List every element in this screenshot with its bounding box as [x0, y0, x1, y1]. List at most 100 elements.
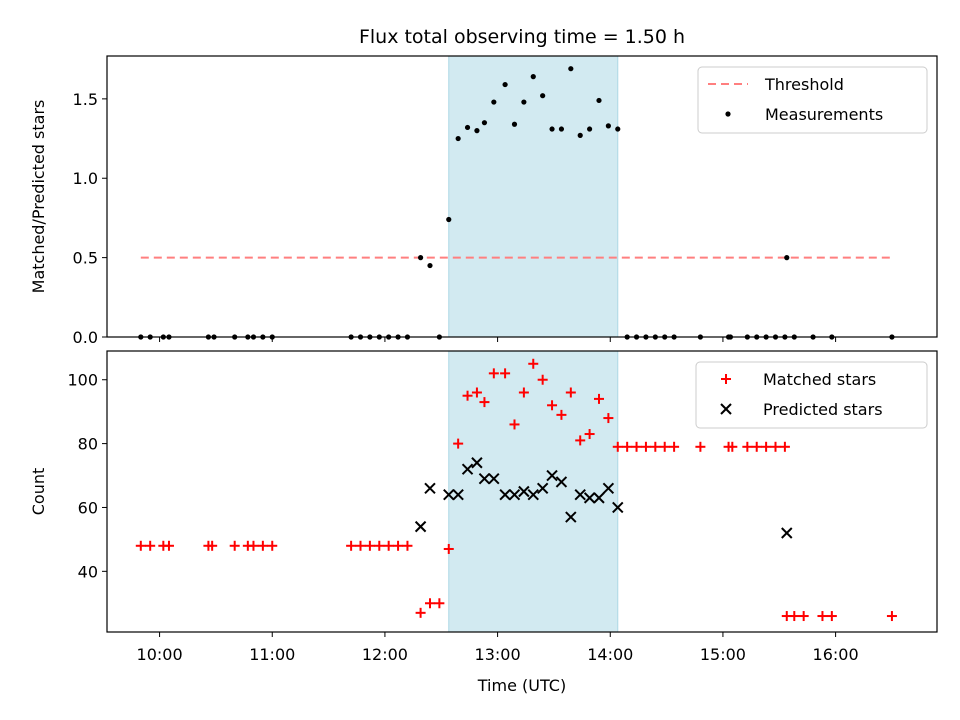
data-point — [789, 611, 800, 622]
x-tick-label: 12:00 — [362, 645, 408, 664]
data-point — [452, 488, 464, 501]
data-point — [826, 611, 837, 622]
data-point — [669, 441, 680, 452]
data-point — [798, 611, 809, 622]
data-point — [257, 540, 268, 551]
data-point-b — [781, 527, 793, 539]
data-point — [612, 441, 623, 452]
data-point — [565, 511, 577, 523]
x-tick-label: 16:00 — [813, 645, 859, 664]
data-point — [593, 393, 604, 404]
data-point — [603, 413, 614, 424]
data-point-b — [565, 511, 577, 523]
data-point — [587, 126, 593, 132]
data-point — [424, 598, 435, 609]
y-tick-label: 40 — [78, 562, 98, 581]
y-tick-label: 60 — [78, 498, 98, 517]
legend-swatch — [721, 374, 731, 384]
data-point — [577, 132, 583, 138]
data-point — [546, 469, 558, 482]
x-tick-label: 11:00 — [249, 645, 295, 664]
data-point — [574, 488, 586, 501]
data-point-b — [612, 501, 624, 514]
data-point — [462, 390, 473, 401]
data-point — [464, 124, 471, 131]
data-point — [584, 429, 595, 440]
data-point-b — [424, 482, 436, 495]
data-point — [267, 540, 278, 551]
data-point — [761, 441, 772, 452]
data-point — [402, 540, 413, 551]
data-point — [511, 121, 518, 127]
data-point — [521, 99, 527, 105]
data-point — [537, 374, 548, 385]
data-point-b — [518, 485, 530, 498]
series-matched-stars — [135, 358, 897, 622]
data-point — [549, 126, 555, 132]
data-point — [471, 387, 482, 398]
legend-label: Matched stars — [763, 370, 876, 389]
data-point — [502, 81, 508, 88]
data-point — [453, 438, 464, 449]
plot-frame — [106, 55, 938, 338]
data-point — [248, 540, 259, 551]
data-point — [547, 400, 558, 411]
data-point — [374, 540, 385, 551]
data-point — [558, 126, 565, 132]
data-point — [500, 368, 511, 379]
data-point — [742, 441, 753, 452]
data-point — [145, 540, 156, 551]
data-point — [434, 598, 445, 609]
data-point — [478, 473, 491, 485]
data-point — [779, 441, 790, 452]
y-tick-label: 80 — [78, 435, 98, 454]
data-point — [474, 128, 480, 134]
data-point — [556, 409, 567, 420]
data-point — [640, 441, 651, 452]
plot-frame — [106, 350, 938, 633]
legend-box — [695, 361, 928, 429]
data-point — [536, 482, 549, 495]
data-point-b — [471, 457, 483, 469]
data-point — [355, 540, 366, 551]
data-point — [346, 540, 357, 551]
data-point — [518, 485, 530, 498]
data-point — [596, 97, 602, 104]
y-tick-label: 100 — [67, 371, 98, 390]
data-point — [424, 482, 436, 495]
data-point — [414, 520, 427, 533]
data-point — [163, 540, 174, 551]
data-point — [565, 387, 576, 398]
data-point — [727, 441, 738, 452]
data-point — [695, 441, 706, 452]
x-tick-label: 13:00 — [475, 645, 521, 664]
data-point — [508, 488, 521, 501]
data-point — [509, 419, 520, 430]
data-point — [443, 543, 454, 554]
data-point-b — [452, 488, 464, 501]
legend: Threshold Measurements — [697, 66, 928, 134]
data-point — [540, 93, 546, 99]
data-point — [461, 463, 474, 475]
data-point — [491, 99, 497, 105]
data-point — [488, 473, 500, 485]
data-point — [583, 492, 596, 504]
data-point — [770, 441, 781, 452]
y-axis-label: Count — [29, 468, 48, 516]
x-axis-label: Time (UTC) — [477, 676, 566, 695]
data-point — [393, 540, 404, 551]
data-point — [488, 368, 499, 379]
highlight-span — [448, 55, 619, 338]
legend-box — [697, 66, 928, 134]
data-point — [528, 358, 539, 369]
data-point — [443, 488, 455, 501]
legend-label: Measurements — [765, 105, 883, 124]
data-point — [650, 441, 661, 452]
data-point — [229, 540, 240, 551]
data-point-b — [508, 488, 521, 501]
data-point — [455, 135, 461, 142]
panel-ratio: 0.0 0.5 1.0 1.5 Matched/Predicted stars Thres… — [29, 55, 938, 347]
data-point-b — [443, 488, 455, 501]
data-point — [622, 441, 633, 452]
